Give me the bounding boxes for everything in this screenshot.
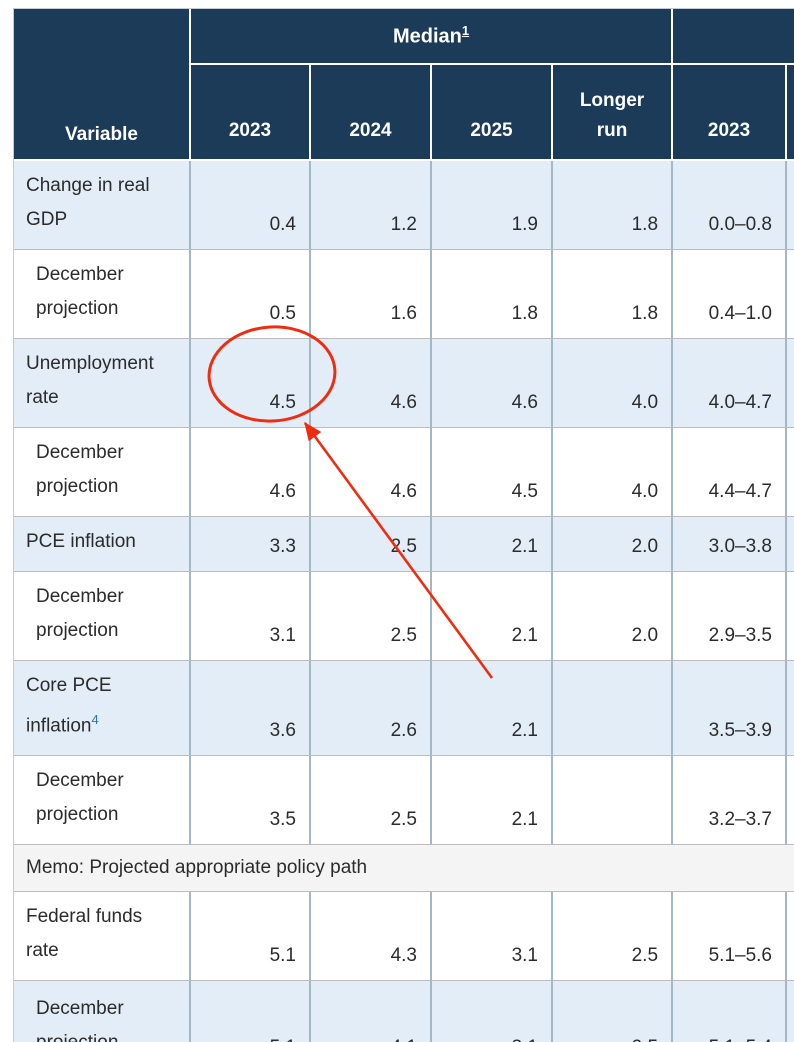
row-label: PCE inflation (14, 517, 191, 572)
cell-value: 1.8 (553, 250, 674, 339)
circled-cell-value: 4.5 (191, 339, 311, 428)
cell-value (553, 661, 674, 757)
table-row: Federal funds rate 5.1 4.3 3.1 2.5 5.1–5… (14, 892, 794, 982)
cell-value: 2.0 (553, 572, 674, 661)
cell-value: 4.0–4.7 (673, 339, 788, 428)
row-label-text: Core PCE inflation (26, 675, 112, 737)
cell-value: 1.2 (311, 161, 432, 250)
header-right-section (673, 9, 794, 65)
row-label: December projection (14, 981, 191, 1042)
cell-value: 0.0–0.8 (673, 161, 788, 250)
table-row: PCE inflation 3.3 2.5 2.1 2.0 3.0–3.8 (14, 517, 794, 572)
cell-value: 5.1 (191, 981, 311, 1042)
row-label: December projection (14, 756, 191, 846)
cut-cell (787, 428, 794, 517)
header-variable-label: Variable (65, 124, 138, 145)
cell-value: 4.0 (553, 428, 674, 517)
cell-value: 0.5 (191, 250, 311, 339)
memo-row: Memo: Projected appropriate policy path (14, 845, 794, 893)
table-row: Unemployment rate 4.5 4.6 4.6 4.0 4.0–4.… (14, 339, 794, 428)
cell-value: 2.5 (311, 756, 432, 846)
table-row: December projection 0.5 1.6 1.8 1.8 0.4–… (14, 250, 794, 339)
header-median-label: Median (392, 25, 462, 48)
cut-cell (787, 250, 794, 339)
cell-value: 3.6 (191, 661, 311, 757)
cell-value: 2.1 (432, 572, 553, 661)
cell-value: 3.0–3.8 (673, 517, 788, 572)
cell-value: 2.1 (432, 517, 553, 572)
cell-value: 4.4–4.7 (673, 428, 788, 517)
cell-value: 4.6 (311, 339, 432, 428)
table-row: December projection 3.1 2.5 2.1 2.0 2.9–… (14, 572, 794, 661)
cell-value: 1.8 (432, 250, 553, 339)
cell-value: 1.9 (432, 161, 553, 250)
cut-cell (787, 892, 794, 982)
cut-cell (787, 981, 794, 1042)
cut-cell (787, 161, 794, 250)
cell-value: 2.5 (553, 892, 674, 982)
median-footnote-link[interactable]: 1 (461, 23, 470, 39)
cell-value: 2.1 (432, 756, 553, 846)
cell-value: 2.5 (311, 517, 432, 572)
row-label: Federal funds rate (14, 892, 191, 982)
cell-value: 4.6 (191, 428, 311, 517)
row-label: December projection (14, 572, 191, 661)
cell-value: 5.1–5.6 (673, 892, 788, 982)
table-row: Change in real GDP 0.4 1.2 1.9 1.8 0.0–0… (14, 161, 794, 250)
cell-value: 1.6 (311, 250, 432, 339)
table-row: Core PCE inflation4 3.6 2.6 2.1 3.5–3.9 (14, 661, 794, 757)
header-ct-2023: 2023 (673, 65, 788, 161)
cell-value: 3.5 (191, 756, 311, 846)
cut-cell (787, 661, 794, 757)
projections-table: Variable Median1 2023 2024 2025 Longer r… (13, 8, 794, 1042)
header-longer-run: Longer run (553, 65, 674, 161)
cell-value: 2.5 (311, 572, 432, 661)
cell-value: 4.6 (432, 339, 553, 428)
cell-value: 2.0 (553, 517, 674, 572)
cell-value: 4.5 (432, 428, 553, 517)
cell-value: 5.1 (191, 892, 311, 982)
row-label: Change in real GDP (14, 161, 191, 250)
cut-cell (787, 572, 794, 661)
cell-value: 2.6 (311, 661, 432, 757)
cell-value: 2.1 (432, 661, 553, 757)
cell-value: 4.3 (311, 892, 432, 982)
header-median-section: Median1 (191, 9, 674, 65)
cut-cell (787, 517, 794, 572)
cut-cell (787, 339, 794, 428)
header-year-2024: 2024 (311, 65, 432, 161)
cell-value: 3.1 (191, 572, 311, 661)
cell-value: 4.1 (311, 981, 432, 1042)
cell-value: 2.5 (553, 981, 674, 1042)
cell-value: 1.8 (553, 161, 674, 250)
header-variable: Variable (14, 9, 191, 161)
cell-value: 0.4 (191, 161, 311, 250)
cell-value: 5.1–5.4 (673, 981, 788, 1042)
cell-value: 3.1 (432, 981, 553, 1042)
row-label: Core PCE inflation4 (14, 661, 191, 757)
header-year-2025: 2025 (432, 65, 553, 161)
memo-text: Memo: Projected appropriate policy path (14, 845, 794, 893)
cell-value: 3.1 (432, 892, 553, 982)
header-cut-column (787, 65, 794, 161)
cell-value: 3.3 (191, 517, 311, 572)
table-header: Variable Median1 2023 2024 2025 Longer r… (14, 9, 794, 161)
cell-value: 4.0 (553, 339, 674, 428)
table-row: December projection 5.1 4.1 3.1 2.5 5.1–… (14, 981, 794, 1042)
header-year-2023: 2023 (191, 65, 311, 161)
cell-value: 2.9–3.5 (673, 572, 788, 661)
cell-value: 3.5–3.9 (673, 661, 788, 757)
table-row: December projection 4.6 4.6 4.5 4.0 4.4–… (14, 428, 794, 517)
row-label: December projection (14, 428, 191, 517)
cut-cell (787, 756, 794, 846)
row-label: December projection (14, 250, 191, 339)
cell-value: 0.4–1.0 (673, 250, 788, 339)
cell-value: 4.6 (311, 428, 432, 517)
row-label: Unemployment rate (14, 339, 191, 428)
table-row: December projection 3.5 2.5 2.1 3.2–3.7 (14, 756, 794, 846)
cell-value (553, 756, 674, 846)
cell-value: 3.2–3.7 (673, 756, 788, 846)
core-pce-footnote-link[interactable]: 4 (91, 712, 99, 727)
